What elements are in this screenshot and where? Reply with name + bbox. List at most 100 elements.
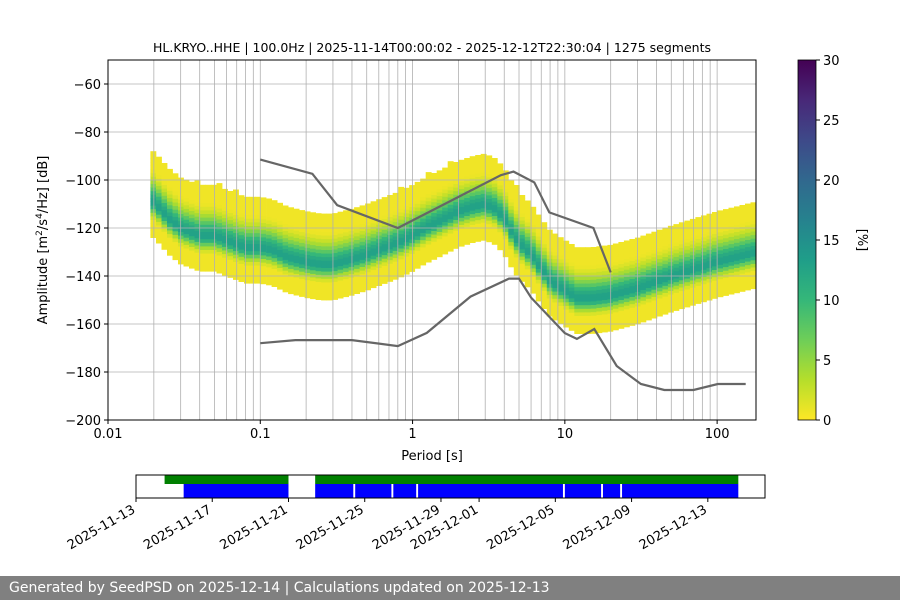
heatmap-cell (700, 222, 707, 227)
heatmap-cell (612, 261, 619, 266)
heatmap-cell (552, 309, 559, 314)
heatmap-cell (431, 245, 438, 249)
heatmap-cell (194, 194, 201, 199)
heatmap-cell (475, 234, 482, 239)
heatmap-cell (304, 222, 311, 227)
heatmap-cell (200, 202, 206, 207)
heatmap-cell (579, 265, 586, 270)
date-tick-label: 2025-12-09 (561, 502, 634, 553)
heatmap-cell (745, 257, 751, 262)
heatmap-cell (277, 271, 283, 276)
heatmap-cell (458, 199, 465, 204)
heatmap-cell (706, 264, 713, 269)
heatmap-cell (524, 218, 531, 223)
heatmap-cell (244, 229, 250, 234)
heatmap-cell (321, 246, 327, 250)
heatmap-cell (442, 185, 449, 190)
heatmap-cell (689, 236, 696, 241)
heatmap-cell (645, 312, 652, 317)
heatmap-cell (502, 188, 509, 193)
heatmap-cell (150, 205, 157, 210)
heatmap-cell (673, 285, 680, 290)
heatmap-cell (662, 285, 669, 290)
heatmap-cell (612, 319, 619, 324)
heatmap-cell (381, 251, 388, 256)
heatmap-cell (684, 281, 691, 286)
heatmap-cell (502, 195, 509, 200)
heatmap-cell (706, 224, 713, 229)
heatmap-cell (260, 280, 267, 285)
heatmap-cell (656, 265, 663, 270)
heatmap-cell (497, 170, 504, 175)
heatmap-cell (684, 231, 691, 236)
heatmap-cell (425, 233, 432, 238)
heatmap-cell (706, 256, 713, 261)
heatmap-cell (706, 220, 713, 225)
heatmap-cell (640, 260, 647, 265)
heatmap-cell (717, 239, 724, 244)
heatmap-cell (513, 264, 520, 269)
heatmap-cell (442, 236, 449, 240)
heatmap-cell (150, 212, 157, 217)
heatmap-cell (684, 220, 691, 225)
heatmap-cell (712, 233, 718, 238)
heatmap-cell (673, 270, 680, 275)
heatmap-cell (678, 236, 685, 241)
heatmap-cell (381, 258, 388, 263)
heatmap-cell (645, 305, 652, 310)
heatmap-cell (387, 220, 394, 225)
heatmap-cell (689, 269, 696, 274)
availability-blue-segment (393, 484, 417, 498)
heatmap-cell (535, 214, 542, 219)
heatmap-cell (315, 227, 322, 232)
heatmap-cell (266, 216, 272, 221)
heatmap-cell (293, 269, 300, 274)
heatmap-cell (431, 194, 438, 199)
heatmap-cell (678, 254, 685, 259)
heatmap-cell (431, 205, 438, 210)
heatmap-cell (359, 270, 366, 275)
heatmap-cell (343, 293, 349, 298)
heatmap-cell (288, 243, 294, 248)
heatmap-cell (370, 269, 377, 274)
heatmap-cell (189, 243, 195, 247)
heatmap-cell (194, 198, 201, 203)
heatmap-cell (365, 264, 371, 269)
heatmap-cell (425, 229, 432, 234)
heatmap-cell (651, 238, 658, 243)
heatmap-cell (414, 210, 421, 215)
heatmap-cell (304, 211, 311, 216)
heatmap-cell (293, 233, 300, 238)
heatmap-cell (453, 169, 460, 174)
heatmap-cell (579, 286, 586, 291)
heatmap-cell (216, 244, 223, 249)
heatmap-cell (205, 253, 212, 258)
heatmap-cell (409, 246, 416, 251)
heatmap-cell (299, 213, 305, 218)
heatmap-cell (568, 262, 575, 266)
heatmap-cell (623, 290, 630, 295)
heatmap-cell (299, 210, 305, 215)
date-tick-label: 2025-11-25 (294, 502, 367, 553)
heatmap-cell (167, 208, 173, 213)
heatmap-cell (502, 238, 509, 243)
heatmap-cell (706, 289, 713, 294)
heatmap-cell (612, 257, 619, 262)
y-tick-label: −200 (65, 414, 101, 429)
heatmap-cell (293, 273, 300, 278)
heatmap-cell (260, 255, 267, 259)
heatmap-cell (458, 203, 465, 207)
heatmap-cell (370, 251, 377, 256)
heatmap-cell (150, 151, 157, 156)
heatmap-cell (612, 286, 619, 291)
heatmap-cell (723, 237, 729, 242)
heatmap-cell (398, 248, 405, 253)
heatmap-cell (585, 254, 592, 259)
heatmap-cell (156, 232, 162, 237)
heatmap-cell (189, 207, 195, 211)
heatmap-cell (717, 221, 724, 226)
heatmap-cell (194, 191, 201, 196)
heatmap-cell (486, 187, 493, 192)
heatmap-cell (667, 287, 674, 291)
heatmap-cell (205, 192, 212, 196)
